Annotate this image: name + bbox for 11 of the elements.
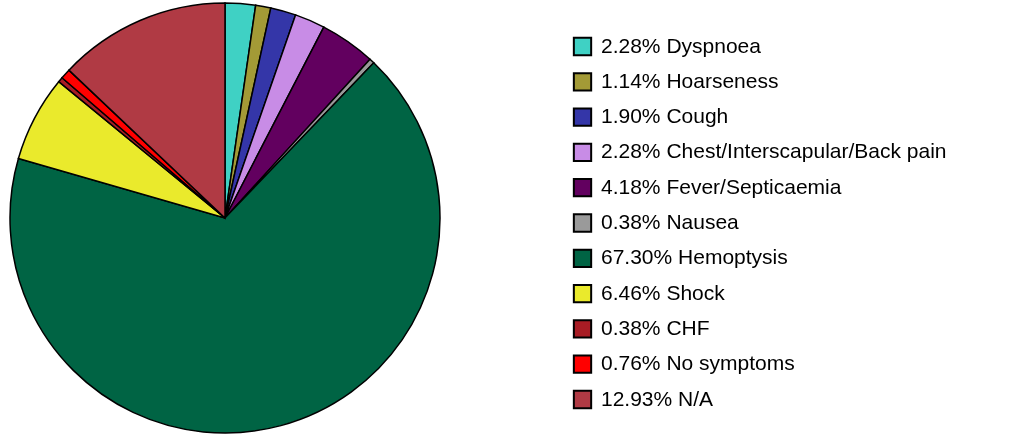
- legend-label: 4.18% Fever/Septicaemia: [601, 174, 842, 198]
- legend-label: 1.90% Cough: [601, 104, 729, 128]
- legend-label: 12.93% N/A: [601, 386, 714, 410]
- legend-label: 2.28% Dyspnoea: [601, 33, 762, 57]
- legend-label: 2.28% Chest/Interscapular/Back pain: [601, 139, 947, 163]
- legend-label: 67.30% Hemoptysis: [601, 245, 788, 269]
- legend-label: 0.38% CHF: [601, 315, 710, 339]
- legend-label: 6.46% Shock: [601, 280, 726, 304]
- legend-label: 0.38% Nausea: [601, 210, 740, 233]
- legend-label: 1.14% Hoarseness: [601, 68, 779, 92]
- legend-label: 0.76% No symptoms: [601, 351, 795, 375]
